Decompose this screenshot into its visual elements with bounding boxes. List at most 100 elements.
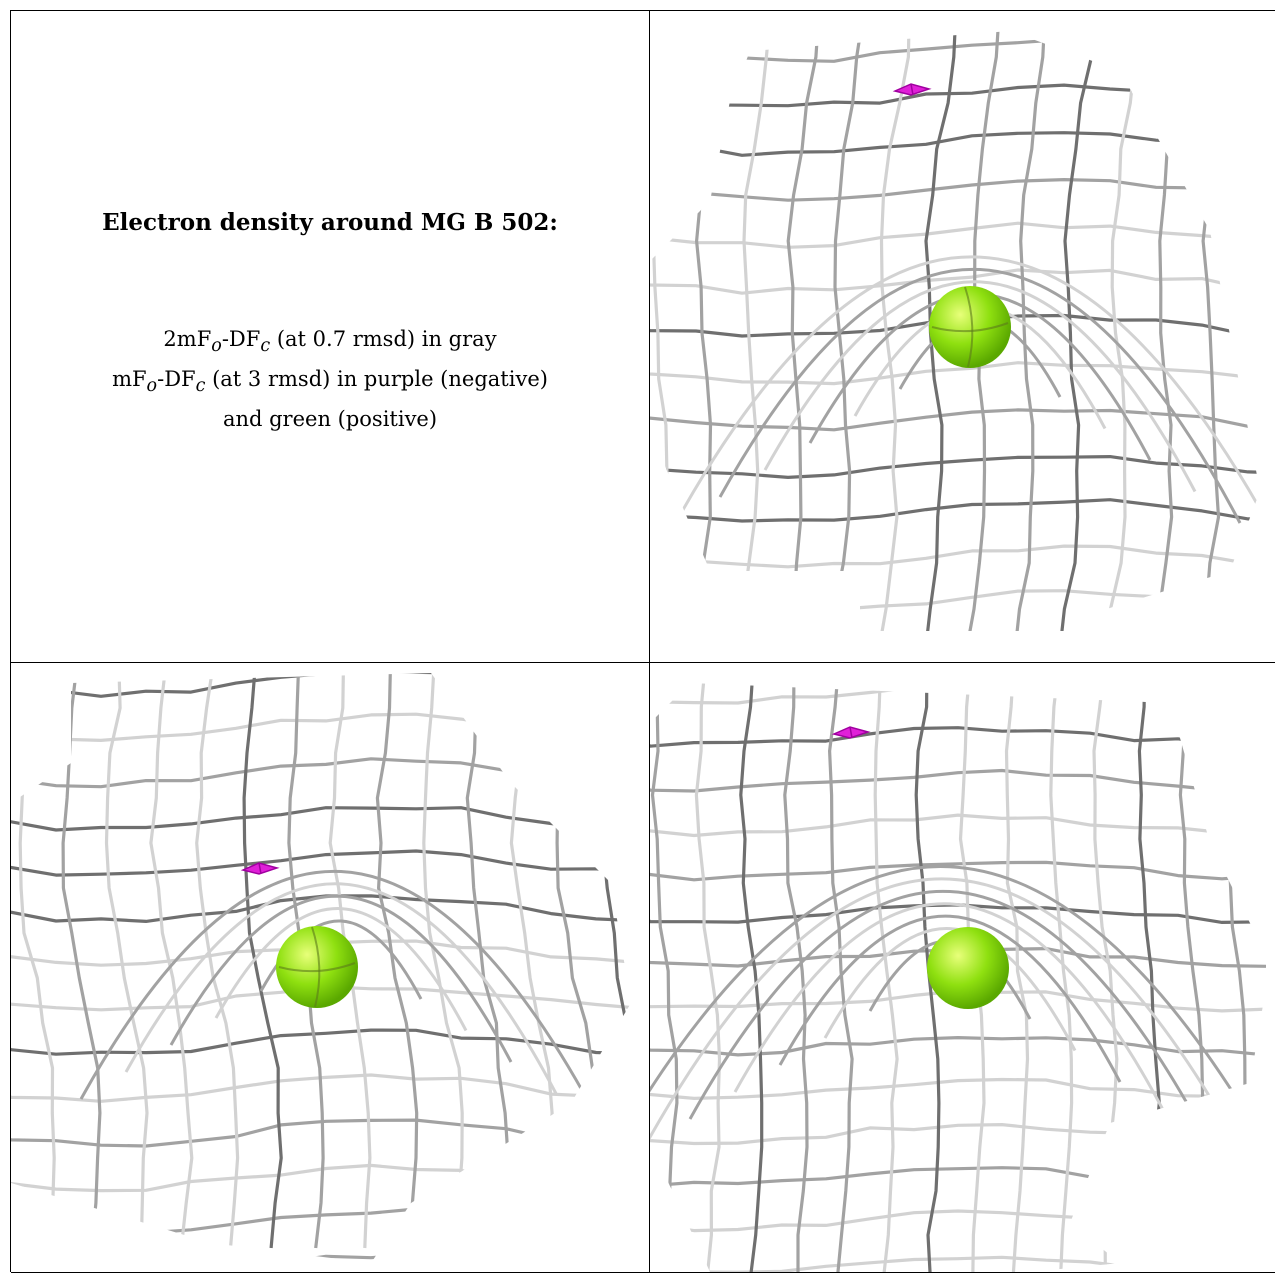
mesh-line	[195, 673, 240, 1249]
legend-line-difference: mFo-DFc (at 3 rmsd) in purple (negative)	[112, 367, 548, 397]
mesh-line	[104, 673, 149, 1249]
mesh-line	[11, 806, 631, 832]
mesh-line	[11, 673, 631, 698]
mesh-line	[650, 768, 1267, 793]
mesh-line	[11, 712, 631, 742]
mesh-line	[555, 673, 600, 1249]
mesh-contour	[79, 869, 603, 1126]
mesh-view-svg	[650, 31, 1275, 659]
mesh-contour	[733, 902, 1167, 1115]
negative-density-marker	[831, 726, 871, 739]
mesh-line	[11, 1028, 631, 1056]
mesh-line	[650, 221, 1260, 249]
mesh-line	[784, 31, 821, 631]
mesh-line	[650, 1209, 1267, 1233]
mesh-line	[650, 1077, 1267, 1101]
mesh-line	[375, 673, 419, 1249]
mesh-line	[599, 673, 631, 1249]
density-view-bottom-right	[650, 663, 1275, 1273]
mesh-line	[1049, 683, 1074, 1272]
mesh-line	[650, 813, 1267, 838]
mesh-line	[650, 903, 1267, 924]
mesh-line	[694, 683, 722, 1272]
mesh-line	[1004, 683, 1030, 1272]
mesh-contour	[718, 267, 1242, 524]
mesh-line	[650, 1166, 1267, 1188]
mesh-line	[1149, 31, 1190, 631]
mesh-line	[650, 178, 1260, 202]
mesh-line	[650, 726, 1267, 748]
mesh-line	[61, 673, 102, 1249]
figure-panel-grid: Electron density around MG B 502: 2mFo-D…	[10, 10, 1275, 1273]
mesh-line	[278, 962, 356, 973]
mesh-line	[650, 683, 1267, 705]
mesh-line	[650, 408, 1260, 432]
mesh-line	[650, 37, 1260, 63]
mesh-line	[311, 926, 321, 1008]
mesh-line	[650, 544, 1260, 569]
mesh-line	[11, 1207, 631, 1237]
mesh-line	[149, 673, 194, 1249]
mesh-contour	[169, 894, 513, 1063]
mesh-line	[1013, 31, 1047, 631]
mesh-line	[11, 849, 631, 877]
mesh-line	[650, 268, 1260, 295]
negative-density-marker	[892, 83, 932, 96]
mesh-line	[11, 1118, 631, 1148]
mesh-line	[650, 1123, 1267, 1146]
mesh-contour	[688, 889, 1212, 1146]
mesh-line	[650, 860, 1267, 882]
mesh-line	[1178, 683, 1205, 1272]
mesh-contour	[823, 927, 1077, 1052]
mesh-line	[650, 498, 1260, 523]
mesh-line	[11, 1163, 631, 1193]
mesh-line	[650, 31, 681, 631]
mesh-line	[964, 286, 974, 368]
mesh-contour	[763, 280, 1197, 493]
mesh-line	[783, 683, 809, 1272]
mesh-line	[650, 638, 1275, 659]
mesh-line	[914, 683, 941, 1272]
mesh-line	[1240, 31, 1260, 631]
mesh-line	[650, 83, 1260, 108]
mesh-line	[242, 673, 283, 1249]
mesh-line	[18, 673, 56, 1249]
mesh-line	[328, 673, 372, 1249]
legend-line-gray: 2mFo-DFc (at 0.7 rmsd) in gray	[163, 327, 497, 357]
mesh-contour	[650, 877, 1257, 1178]
mesh-contour	[778, 914, 1122, 1083]
mesh-line	[11, 1252, 631, 1263]
mesh-line	[876, 31, 911, 631]
mesh-line	[650, 589, 1260, 616]
mesh-line	[923, 31, 958, 631]
mesh-contour	[650, 865, 1270, 1209]
mesh-line	[735, 31, 773, 631]
mesh-contour	[214, 907, 468, 1032]
figure-title: Electron density around MG B 502:	[102, 209, 558, 236]
mesh-line	[422, 673, 464, 1249]
mesh-view-svg	[11, 673, 631, 1263]
mesh-line	[1137, 683, 1161, 1272]
legend-line-colors: and green (positive)	[222, 407, 438, 432]
mg-atom-sphere	[929, 286, 1011, 368]
figure-legend: 2mFo-DFc (at 0.7 rmsd) in gray mFo-DFc (…	[11, 323, 649, 436]
density-view-top-right	[650, 11, 1275, 663]
mg-atom-sphere	[276, 926, 358, 1008]
mesh-contour	[124, 882, 558, 1095]
mg-atom-sphere	[927, 927, 1009, 1009]
mesh-contour	[673, 255, 1260, 556]
mesh-line	[650, 131, 1260, 157]
mesh-line	[739, 683, 764, 1272]
density-view-bottom-left	[11, 663, 650, 1273]
mesh-line	[650, 683, 679, 1272]
mesh-line	[650, 1255, 1267, 1272]
mesh-line	[11, 1073, 631, 1103]
mesh-line	[650, 361, 1260, 386]
mesh-line	[11, 894, 631, 923]
mesh-line	[1057, 31, 1095, 631]
mesh-view-svg	[650, 683, 1270, 1272]
mesh-line	[873, 683, 899, 1272]
mesh-line	[11, 757, 631, 789]
caption-panel: Electron density around MG B 502: 2mFo-D…	[11, 11, 650, 663]
mesh-line	[1107, 31, 1145, 631]
